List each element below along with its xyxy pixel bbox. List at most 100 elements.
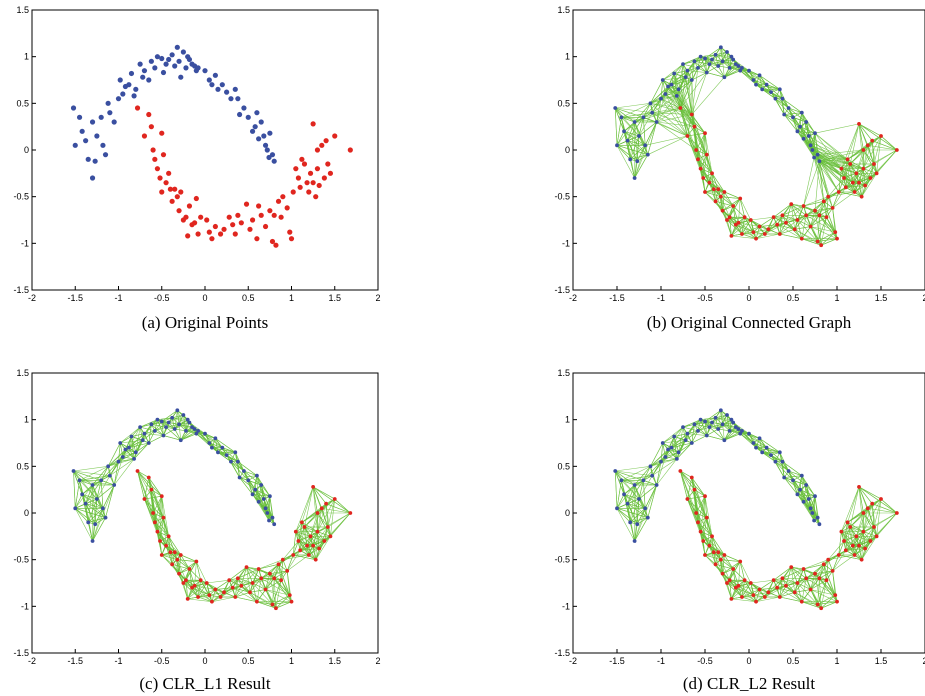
graph-edge (722, 198, 741, 211)
graph-edge (252, 582, 266, 590)
point-class-b (176, 208, 182, 214)
point-class-a (131, 93, 137, 99)
graph-edge (685, 61, 695, 78)
point-class-a (126, 445, 131, 450)
point-class-a (263, 506, 268, 511)
graph-edge (185, 580, 188, 599)
graph-edge (775, 98, 789, 109)
point-class-a (141, 68, 148, 74)
graph-edge (706, 65, 719, 73)
graph-edge (660, 79, 664, 99)
graph-edge (717, 414, 728, 430)
graph-edge (797, 494, 816, 497)
graph-edge (682, 419, 701, 428)
point-class-b (314, 147, 321, 153)
graph-edge (817, 154, 842, 169)
graph-edge (215, 579, 230, 590)
graph-edge (148, 477, 162, 497)
graph-edge (79, 466, 109, 481)
point-class-b (198, 214, 204, 220)
graph-edge (720, 559, 741, 562)
y-tick-label: 0 (24, 508, 29, 518)
point-class-b (766, 227, 771, 232)
point-class-a (146, 441, 151, 445)
graph-edge (695, 512, 710, 546)
graph-edge (691, 477, 706, 497)
graph-edge (660, 452, 679, 462)
point-class-a (115, 96, 122, 102)
graph-edge (187, 598, 212, 602)
point-class-b (311, 484, 316, 489)
graph-edge (810, 579, 827, 590)
graph-edge (151, 424, 167, 428)
point-class-b (819, 243, 824, 248)
graph-edge (682, 424, 695, 428)
graph-edge (847, 159, 857, 174)
graph-edge (100, 461, 119, 481)
graph-edge (819, 160, 854, 183)
point-class-b (256, 203, 262, 209)
graph-edge (784, 114, 801, 127)
point-class-b (872, 162, 876, 166)
point-class-b (288, 236, 295, 242)
graph-edge (312, 486, 327, 504)
graph-edge (235, 596, 257, 602)
graph-edge (168, 536, 182, 556)
graph-edge (783, 114, 798, 132)
graph-edge (867, 145, 897, 151)
graph-edge (230, 461, 249, 481)
graph-edge (652, 95, 678, 113)
graph-edge (107, 449, 126, 467)
graph-edge (797, 131, 820, 162)
point-class-a (713, 52, 718, 57)
graph-edge (676, 77, 686, 96)
point-class-b (227, 578, 232, 583)
point-class-b (244, 565, 249, 570)
graph-edge (680, 470, 706, 497)
point-class-a (696, 65, 700, 70)
point-class-a (209, 82, 215, 88)
graph-edge (788, 107, 802, 113)
graph-edge (630, 517, 648, 523)
graph-edge (298, 522, 303, 542)
point-class-a (105, 100, 111, 106)
point-class-a (192, 427, 197, 431)
point-class-b (313, 194, 319, 200)
graph-edge (637, 154, 648, 162)
graph-edge (794, 226, 811, 230)
point-class-a (83, 501, 88, 506)
graph-edge (819, 161, 825, 202)
point-class-a (815, 152, 820, 157)
graph-edge (128, 433, 145, 448)
graph-edge (665, 93, 677, 97)
graph-edge (665, 93, 688, 137)
graph-edge (154, 522, 169, 537)
graph-edge (817, 154, 847, 188)
graph-edge (671, 436, 675, 448)
graph-edge (717, 410, 722, 430)
point-class-b (155, 529, 160, 534)
graph-edge (660, 98, 695, 127)
point-class-b (256, 567, 261, 571)
graph-edge (826, 559, 829, 581)
point-class-b (178, 189, 184, 195)
graph-edge (317, 512, 329, 528)
graph-edge (697, 522, 713, 537)
graph-edge (278, 554, 294, 565)
graph-edge (239, 477, 253, 495)
graph-edge (777, 224, 802, 239)
graph-edge (790, 567, 798, 584)
point-class-a (101, 506, 105, 511)
point-class-a (185, 417, 190, 422)
graph-edge (79, 480, 93, 486)
point-class-b (874, 171, 879, 176)
graph-edge (801, 601, 822, 609)
point-class-b (151, 511, 156, 515)
point-class-b (204, 217, 210, 223)
graph-edge (308, 540, 325, 556)
graph-edge (621, 117, 635, 123)
point-class-a (129, 434, 134, 439)
x-tick-label: 1.5 (875, 293, 888, 303)
graph-edge (806, 564, 824, 579)
graph-edge (317, 498, 336, 532)
